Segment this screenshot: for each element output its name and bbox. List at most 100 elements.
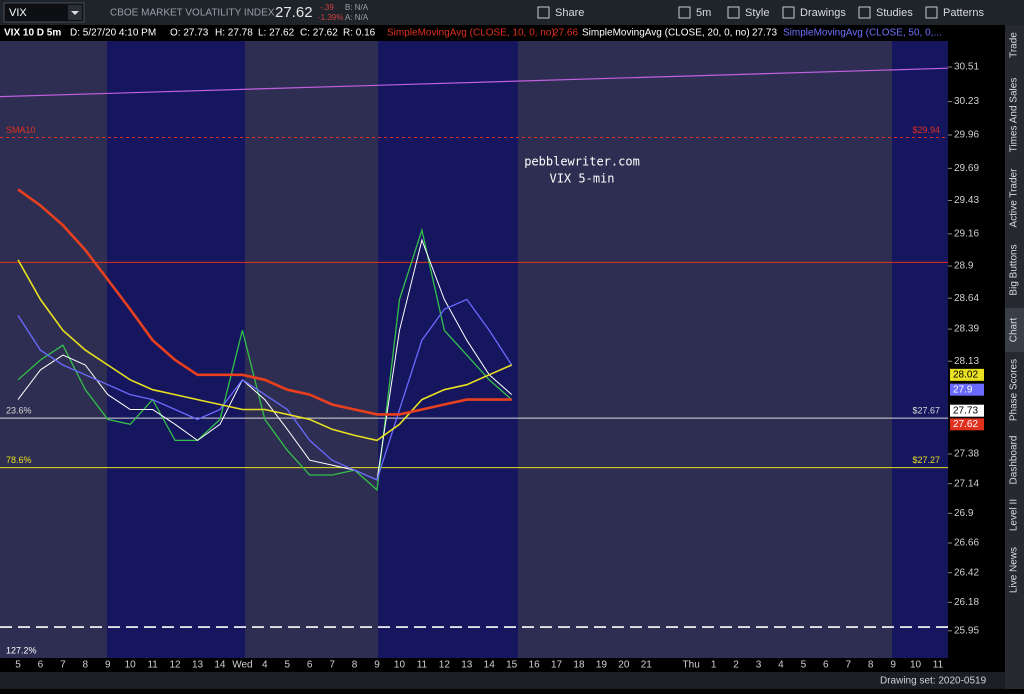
toolbar-button[interactable]: Patterns bbox=[943, 7, 984, 19]
x-tick-label: Thu bbox=[683, 660, 700, 671]
x-tick-label: 10 bbox=[125, 660, 137, 671]
x-tick-label: 11 bbox=[147, 660, 158, 671]
toolbar-button-icon[interactable] bbox=[537, 6, 550, 19]
toolbar-button[interactable]: Style bbox=[745, 7, 769, 19]
y-tick-label: 26.9 bbox=[954, 508, 974, 519]
change: -.39 bbox=[320, 3, 334, 12]
bid: B: N/A bbox=[345, 3, 369, 12]
side-tab[interactable]: Trade bbox=[1009, 32, 1020, 58]
x-tick-label: 12 bbox=[170, 660, 182, 671]
x-tick-label: 4 bbox=[778, 660, 784, 671]
y-tick-label: 28.13 bbox=[954, 356, 979, 367]
x-tick-label: 16 bbox=[529, 660, 541, 671]
y-tick-label: 29.96 bbox=[954, 130, 979, 141]
toolbar-button-icon[interactable] bbox=[925, 6, 938, 19]
level-price-label: $29.94 bbox=[912, 125, 940, 135]
toolbar-button-icon[interactable] bbox=[727, 6, 740, 19]
level-label: 78.6% bbox=[6, 455, 32, 465]
x-tick-label: 10 bbox=[394, 660, 406, 671]
header-item: D: 5/27/20 4:10 PM bbox=[70, 28, 156, 39]
header-item: VIX 10 D 5m bbox=[4, 28, 61, 39]
y-tick-label: 30.51 bbox=[954, 62, 979, 73]
x-tick-label: 1 bbox=[711, 660, 717, 671]
level-price-label: $27.27 bbox=[912, 455, 940, 465]
study-label: SimpleMovingAvg (CLOSE, 20, 0, no) bbox=[582, 28, 750, 39]
level-price-label: $27.67 bbox=[912, 405, 940, 415]
side-tab[interactable]: Level II bbox=[1009, 499, 1020, 531]
x-tick-label: 17 bbox=[551, 660, 563, 671]
x-tick-label: 8 bbox=[352, 660, 358, 671]
x-tick-label: 7 bbox=[845, 660, 851, 671]
level-label: 127.2% bbox=[6, 645, 37, 655]
y-tick-label: 30.23 bbox=[954, 96, 979, 107]
price-badge bbox=[950, 383, 984, 396]
price-badge-label: 27.73 bbox=[953, 405, 978, 416]
study-value: 27.66 bbox=[553, 28, 578, 39]
series-line bbox=[17, 259, 513, 442]
side-tab[interactable]: Chart bbox=[1009, 318, 1020, 343]
toolbar bbox=[0, 0, 1024, 25]
header-item: R: 0.16 bbox=[343, 28, 376, 39]
y-tick-label: 28.39 bbox=[954, 324, 979, 335]
x-tick-label: 7 bbox=[60, 660, 66, 671]
x-tick-label: 19 bbox=[596, 660, 608, 671]
x-tick-label: 14 bbox=[214, 660, 226, 671]
level-label: SMA10 bbox=[6, 125, 36, 135]
x-tick-label: 2 bbox=[733, 660, 739, 671]
symbol: VIX bbox=[9, 7, 27, 19]
y-tick-label: 26.42 bbox=[954, 567, 979, 578]
x-tick-label: 5 bbox=[15, 660, 21, 671]
toolbar-button-icon[interactable] bbox=[678, 6, 691, 19]
x-tick-label: Wed bbox=[232, 660, 252, 671]
drawing-set: Drawing set: 2020-0519 bbox=[880, 676, 987, 687]
change-pct: -1.39% bbox=[318, 13, 343, 22]
toolbar-button[interactable]: Drawings bbox=[800, 7, 846, 19]
y-tick-label: 29.69 bbox=[954, 163, 979, 174]
y-tick-label: 28.64 bbox=[954, 293, 979, 304]
y-tick-label: 26.66 bbox=[954, 538, 979, 549]
x-tick-label: 13 bbox=[461, 660, 473, 671]
x-tick-label: 9 bbox=[374, 660, 380, 671]
series-line bbox=[17, 227, 513, 492]
x-tick-label: 8 bbox=[83, 660, 89, 671]
ask: A: N/A bbox=[345, 13, 369, 22]
toolbar-button[interactable]: Share bbox=[555, 7, 584, 19]
x-tick-label: 15 bbox=[506, 660, 518, 671]
x-tick-label: 21 bbox=[641, 660, 653, 671]
study-label: SimpleMovingAvg (CLOSE, 50, 0,... bbox=[783, 28, 942, 39]
description: CBOE MARKET VOLATILITY INDEX bbox=[110, 8, 275, 19]
y-tick-label: 29.43 bbox=[954, 195, 979, 206]
y-tick-label: 25.95 bbox=[954, 625, 979, 636]
side-tab-active bbox=[1005, 308, 1024, 352]
y-tick-label: 26.18 bbox=[954, 597, 979, 608]
series-line bbox=[17, 238, 513, 481]
toolbar-button-icon[interactable] bbox=[858, 6, 871, 19]
toolbar-button[interactable]: 5m bbox=[696, 7, 711, 19]
side-tab[interactable]: Phase Scores bbox=[1009, 359, 1020, 421]
header-item: C: 27.62 bbox=[300, 28, 338, 39]
side-tab[interactable]: Live News bbox=[1009, 547, 1020, 593]
x-tick-label: 10 bbox=[910, 660, 922, 671]
x-tick-label: 3 bbox=[756, 660, 762, 671]
chart-header bbox=[0, 25, 1005, 41]
x-tick-label: 7 bbox=[329, 660, 335, 671]
x-tick-label: 6 bbox=[307, 660, 313, 671]
price-badge bbox=[950, 404, 984, 417]
side-tab[interactable]: Active Trader bbox=[1009, 168, 1020, 228]
x-tick-label: 6 bbox=[823, 660, 829, 671]
header-item: L: 27.62 bbox=[258, 28, 295, 39]
header-item: O: 27.73 bbox=[170, 28, 209, 39]
side-tab[interactable]: Times And Sales bbox=[1009, 78, 1020, 153]
price-badge-label: 27.62 bbox=[953, 419, 978, 430]
toolbar-button[interactable]: Studies bbox=[876, 7, 913, 19]
side-tab[interactable]: Dashboard bbox=[1009, 436, 1020, 485]
toolbar-button-icon[interactable] bbox=[782, 6, 795, 19]
study-label: SimpleMovingAvg (CLOSE, 10, 0, no) bbox=[387, 28, 555, 39]
trendline bbox=[0, 67, 949, 98]
x-tick-label: 8 bbox=[868, 660, 874, 671]
annotation: pebblewriter.com bbox=[524, 155, 640, 169]
x-tick-label: 5 bbox=[801, 660, 807, 671]
side-tab[interactable]: Big Buttons bbox=[1009, 244, 1020, 295]
price-badge-label: 28.02 bbox=[953, 369, 978, 380]
symbol-box[interactable] bbox=[3, 2, 85, 23]
